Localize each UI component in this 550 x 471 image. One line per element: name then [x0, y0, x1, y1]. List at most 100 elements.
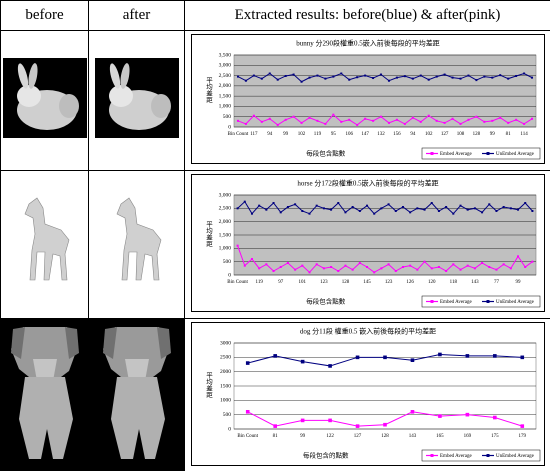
series-marker [250, 258, 252, 260]
series-marker [265, 263, 267, 265]
legend-label: UnEmbed Average [496, 300, 535, 305]
series-marker [268, 117, 270, 119]
series-marker [517, 255, 519, 257]
series-marker [294, 268, 296, 270]
x-tick-label: 169 [463, 434, 471, 439]
image-cell [1, 319, 89, 471]
y-tick-label: 500 [222, 258, 231, 264]
series-marker [481, 211, 483, 213]
series-marker [244, 122, 246, 124]
x-tick-label: 99 [515, 280, 521, 285]
series-marker [507, 121, 509, 123]
series-marker [499, 74, 501, 76]
x-tick-label: 81 [505, 132, 511, 137]
series-marker [272, 202, 274, 204]
series-marker [465, 412, 469, 416]
series-marker [435, 119, 437, 121]
legend-swatch-marker [430, 152, 433, 155]
series-marker [416, 207, 418, 209]
series-marker [383, 422, 387, 426]
series-marker [337, 202, 339, 204]
image-cell [1, 171, 89, 319]
series-marker [372, 119, 374, 121]
series-marker [437, 210, 439, 212]
dog-image [95, 319, 179, 467]
series-marker [515, 118, 517, 120]
series-marker [260, 77, 262, 79]
series-marker [294, 203, 296, 205]
series-marker [401, 266, 403, 268]
x-tick-label: 127 [440, 132, 448, 137]
series-marker [300, 80, 302, 82]
series-marker [300, 359, 304, 363]
series-marker [452, 212, 454, 214]
series-marker [430, 267, 432, 269]
legend-swatch-marker [486, 300, 489, 303]
series-marker [403, 122, 405, 124]
series-marker [507, 77, 509, 79]
chart-frame: dog 分11段 權重0.5 嵌入前後每段的平均差距05001000150020… [191, 322, 545, 466]
series-marker [356, 76, 358, 78]
series-marker [308, 76, 310, 78]
plot-area [234, 55, 536, 127]
y-tick-label: 500 [222, 411, 231, 417]
x-tick-label: 101 [298, 280, 306, 285]
x-tick-label: 77 [493, 280, 499, 285]
series-marker [284, 74, 286, 76]
series-marker [520, 424, 524, 428]
y-tick-label: 1,500 [218, 93, 231, 99]
series-marker [337, 270, 339, 272]
series-marker [427, 78, 429, 80]
y-tick-label: 2,000 [218, 83, 231, 89]
series-marker [316, 74, 318, 76]
series-marker [387, 263, 389, 265]
series-marker [252, 114, 254, 116]
series-marker [419, 120, 421, 122]
results-table: before after Extracted results: before(b… [0, 0, 550, 471]
series-marker [301, 210, 303, 212]
series-marker [445, 270, 447, 272]
y-tick-label: 1,000 [218, 103, 231, 109]
series-marker [245, 410, 249, 414]
series-marker [509, 207, 511, 209]
x-tick-label: 94 [267, 132, 273, 137]
series-marker [395, 118, 397, 120]
series-marker [330, 266, 332, 268]
x-tick-label: 145 [363, 280, 371, 285]
series-marker [351, 268, 353, 270]
y-axis-label: 平均差距 [204, 76, 212, 103]
chart-title: bunny 分290段權重0.5嵌入前後每段的平均差距 [296, 38, 440, 47]
series-marker [401, 206, 403, 208]
series-marker [366, 204, 368, 206]
series-marker [344, 211, 346, 213]
y-tick-label: 0 [228, 272, 231, 278]
series-marker [438, 352, 442, 356]
series-marker [284, 118, 286, 120]
series-marker [499, 116, 501, 118]
series-marker [520, 355, 524, 359]
series-marker [493, 415, 497, 419]
x-tick-label: 128 [341, 280, 349, 285]
series-marker [355, 424, 359, 428]
legend-swatch-marker [430, 300, 433, 303]
x-tick-label: 122 [326, 434, 334, 439]
series-marker [491, 119, 493, 121]
series-marker [315, 204, 317, 206]
horse-image [107, 194, 167, 290]
y-tick-label: 2,000 [218, 218, 231, 224]
series-marker [328, 418, 332, 422]
x-tick-label: 99 [489, 132, 495, 137]
series-marker [430, 202, 432, 204]
y-tick-label: 0 [228, 426, 231, 432]
series-marker [531, 117, 533, 119]
x-tick-label: 143 [408, 434, 416, 439]
y-tick-label: 3,500 [218, 52, 231, 58]
series-marker [252, 74, 254, 76]
series-marker [258, 204, 260, 206]
series-marker [348, 78, 350, 80]
series-marker [411, 116, 413, 118]
series-marker [308, 271, 310, 273]
series-marker [531, 210, 533, 212]
